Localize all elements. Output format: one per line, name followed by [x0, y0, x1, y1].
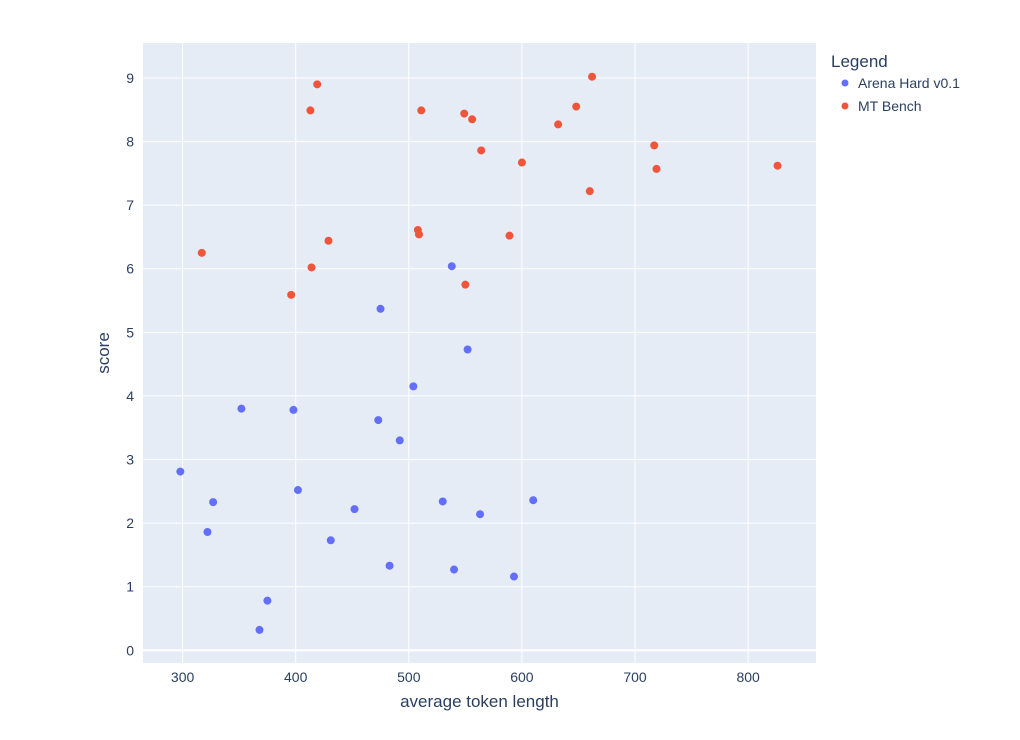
y-tick-label: 1 [126, 579, 134, 595]
point-arena-hard-v0-1[interactable] [438, 497, 447, 506]
y-tick-label: 2 [126, 515, 134, 531]
x-tick-label: 600 [510, 669, 534, 685]
point-arena-hard-v0-1[interactable] [450, 565, 459, 574]
point-arena-hard-v0-1[interactable] [326, 536, 335, 545]
y-tick-label: 3 [126, 452, 134, 468]
point-arena-hard-v0-1[interactable] [350, 505, 359, 514]
point-mt-bench[interactable] [287, 290, 296, 299]
point-mt-bench[interactable] [468, 115, 477, 124]
point-mt-bench[interactable] [585, 187, 594, 196]
point-mt-bench[interactable] [306, 106, 315, 115]
y-tick-label: 7 [126, 197, 134, 213]
legend-label-arena-hard: Arena Hard v0.1 [858, 75, 960, 91]
legend: Legend Arena Hard v0.1 MT Bench [831, 52, 960, 114]
plot-area [143, 43, 816, 663]
point-mt-bench[interactable] [588, 72, 597, 81]
point-mt-bench[interactable] [324, 236, 333, 245]
x-tick-label: 500 [397, 669, 421, 685]
legend-marker-mt-bench [841, 102, 849, 110]
point-arena-hard-v0-1[interactable] [289, 405, 298, 414]
y-axis-ticks: 0 1 2 3 4 5 6 7 8 9 [126, 70, 134, 658]
y-tick-label: 9 [126, 70, 134, 86]
gridlines [143, 43, 816, 663]
point-mt-bench[interactable] [652, 164, 661, 173]
x-axis-title: average token length [400, 692, 559, 711]
legend-item-arena-hard[interactable]: Arena Hard v0.1 [841, 75, 961, 91]
point-mt-bench[interactable] [517, 158, 526, 167]
y-tick-label: 4 [126, 388, 134, 404]
point-arena-hard-v0-1[interactable] [409, 382, 418, 391]
y-tick-label: 8 [126, 134, 134, 150]
point-arena-hard-v0-1[interactable] [209, 498, 218, 507]
y-axis-title: score [94, 332, 113, 374]
point-mt-bench[interactable] [554, 120, 563, 129]
point-arena-hard-v0-1[interactable] [374, 416, 383, 425]
y-tick-label: 5 [126, 324, 134, 340]
legend-label-mt-bench: MT Bench [858, 98, 922, 114]
point-mt-bench[interactable] [313, 80, 322, 89]
point-arena-hard-v0-1[interactable] [476, 510, 485, 519]
legend-marker-arena-hard [841, 79, 849, 87]
point-arena-hard-v0-1[interactable] [176, 467, 185, 476]
point-arena-hard-v0-1[interactable] [263, 596, 272, 605]
x-tick-label: 300 [171, 669, 195, 685]
x-tick-label: 400 [284, 669, 308, 685]
point-arena-hard-v0-1[interactable] [203, 528, 212, 537]
point-arena-hard-v0-1[interactable] [463, 345, 472, 354]
x-tick-label: 800 [736, 669, 760, 685]
point-mt-bench[interactable] [414, 230, 423, 239]
point-mt-bench[interactable] [417, 106, 426, 115]
data-points [176, 72, 782, 634]
point-mt-bench[interactable] [505, 231, 514, 240]
point-mt-bench[interactable] [650, 141, 659, 150]
point-mt-bench[interactable] [477, 146, 486, 155]
legend-item-mt-bench[interactable]: MT Bench [841, 98, 922, 114]
point-arena-hard-v0-1[interactable] [385, 561, 394, 570]
legend-title: Legend [831, 52, 888, 71]
point-arena-hard-v0-1[interactable] [509, 572, 518, 581]
point-mt-bench[interactable] [197, 248, 206, 257]
y-tick-label: 6 [126, 261, 134, 277]
point-mt-bench[interactable] [461, 280, 470, 289]
point-arena-hard-v0-1[interactable] [395, 436, 404, 445]
point-arena-hard-v0-1[interactable] [237, 404, 246, 413]
x-tick-label: 700 [623, 669, 647, 685]
point-arena-hard-v0-1[interactable] [376, 304, 385, 313]
point-mt-bench[interactable] [307, 263, 316, 272]
point-arena-hard-v0-1[interactable] [447, 262, 456, 271]
point-mt-bench[interactable] [572, 102, 581, 111]
point-mt-bench[interactable] [773, 161, 782, 170]
point-mt-bench[interactable] [460, 109, 469, 118]
point-arena-hard-v0-1[interactable] [293, 486, 302, 495]
point-arena-hard-v0-1[interactable] [529, 496, 538, 505]
y-tick-label: 0 [126, 642, 134, 658]
point-arena-hard-v0-1[interactable] [255, 625, 264, 634]
x-axis-ticks: 300 400 500 600 700 800 [171, 669, 760, 685]
